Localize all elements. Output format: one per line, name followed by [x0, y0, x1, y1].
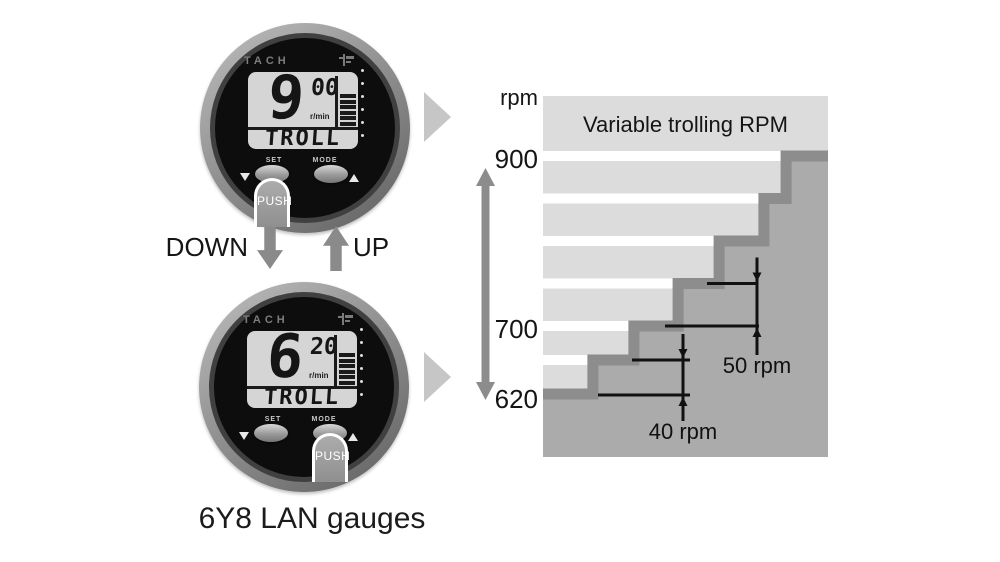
top-tach-gauge: TACH 9 00 r/min TROLL SET MODE PUSH	[200, 23, 410, 233]
rpm-axis-unit: rpm	[500, 85, 538, 110]
up-label: UP	[353, 232, 390, 262]
rpm-tick-620: 620	[494, 384, 538, 414]
lcd-divider	[334, 335, 337, 386]
decrease-triangle-icon	[240, 173, 250, 181]
gridline-stripe	[543, 193, 828, 204]
increase-triangle-icon	[348, 433, 358, 441]
mode-button-label: MODE	[311, 416, 337, 423]
rpm-range-arrow	[476, 168, 495, 400]
set-button-label: SET	[265, 157, 283, 164]
rpm-unit-label: r/min	[310, 112, 330, 121]
lcd-display: 6 20 r/min TROLL	[247, 322, 357, 410]
push-tab-set[interactable]: PUSH	[254, 178, 293, 227]
rpm-digit: 9	[265, 63, 307, 133]
rpm-tick-900: 900	[494, 144, 538, 174]
push-tab-mode[interactable]: PUSH	[312, 433, 351, 482]
dim-label: 50 rpm	[723, 353, 791, 378]
lcd-separator	[248, 127, 358, 130]
scale-dots	[360, 328, 363, 406]
push-label: PUSH	[315, 449, 351, 463]
rpm-bar-graph	[340, 94, 356, 127]
dimension-0: 40 rpm	[598, 334, 717, 444]
troll-mode-label: TROLL	[263, 385, 342, 410]
increase-triangle-icon	[349, 174, 359, 182]
bottom-tach-gauge: TACH 6 20 r/min TROLL SET MODE PUSH	[199, 282, 409, 492]
gridline-stripe	[543, 151, 828, 161]
set-button[interactable]	[254, 424, 288, 442]
mode-button[interactable]	[314, 165, 348, 183]
rpm-tick-700: 700	[494, 314, 538, 344]
lcd-separator	[247, 386, 357, 389]
tach-brand-label: TACH	[243, 314, 289, 326]
lcd-divider	[335, 76, 338, 127]
scale-dots	[361, 69, 364, 147]
set-button-label: SET	[264, 416, 282, 423]
lcd-display: 9 00 r/min TROLL	[248, 63, 358, 151]
dimension-1: 50 rpm	[665, 257, 791, 378]
rpm-unit-label: r/min	[309, 371, 329, 380]
gauge-pointer-bottom-icon	[424, 352, 451, 402]
trolling-chart-svg: 40 rpm 50 rpm	[543, 96, 828, 457]
push-label: PUSH	[257, 194, 293, 208]
rpm-bar-graph	[339, 353, 355, 386]
tach-brand-label: TACH	[244, 55, 290, 67]
down-label: DOWN	[165, 232, 248, 262]
chart-title: Variable trolling RPM	[582, 112, 788, 137]
mode-button-label: MODE	[312, 157, 338, 164]
indicator-icon	[336, 312, 356, 331]
indicator-icon	[337, 53, 357, 72]
stair-line	[543, 150, 828, 400]
rpm-digit: 6	[264, 322, 306, 392]
set-button[interactable]	[255, 165, 289, 183]
gridline-stripe	[543, 236, 828, 246]
troll-mode-label: TROLL	[264, 126, 343, 151]
caption: 6Y8 LAN gauges	[198, 502, 426, 535]
stair-fill	[543, 156, 828, 457]
decrease-triangle-icon	[239, 432, 249, 440]
dim-label: 40 rpm	[649, 419, 717, 444]
gauge-pointer-top-icon	[424, 92, 451, 142]
